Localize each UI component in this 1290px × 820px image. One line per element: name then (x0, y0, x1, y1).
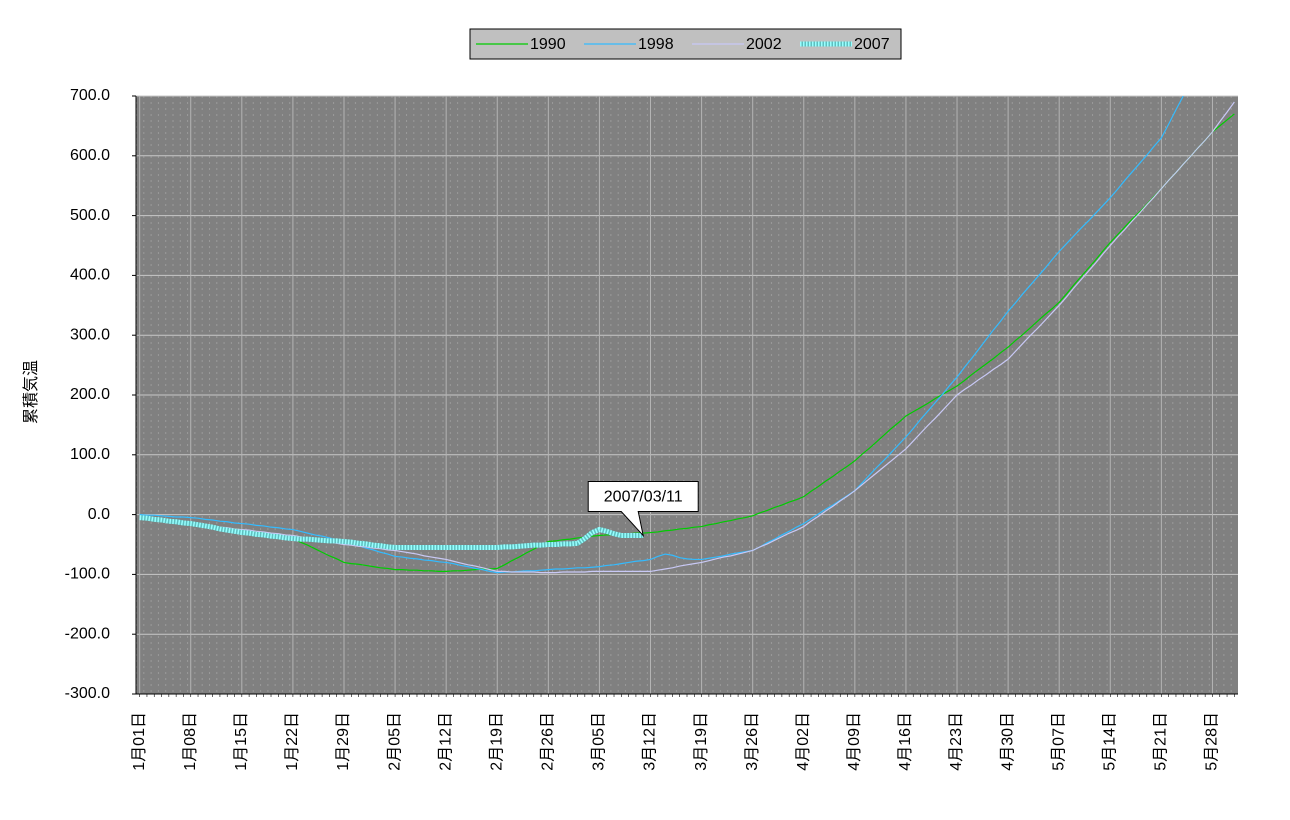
y-tick-label: 400.0 (70, 267, 110, 284)
x-tick-label: 1月22日 (284, 712, 301, 771)
x-tick-label: 4月16日 (897, 712, 914, 771)
axes: -300.0 -200.0 -100.0 0.0 100.0 200.0 300.0 400.… (65, 87, 1238, 771)
x-tick-label: 2月05日 (386, 712, 403, 771)
series-lines (139, 96, 1235, 574)
legend: 1990 1998 2002 2007 (469, 28, 902, 60)
x-tick-label: 2月26日 (540, 712, 557, 771)
legend-label: 1990 (530, 36, 566, 53)
y-tick-label: 600.0 (70, 147, 110, 164)
x-tick-label: 3月19日 (693, 712, 710, 771)
x-tick-label: 3月05日 (591, 712, 608, 771)
x-tick-label: 1月08日 (182, 712, 199, 771)
x-tick-label: 3月26日 (744, 712, 761, 771)
y-tick-label: 300.0 (70, 326, 110, 343)
x-tick-label: 4月02日 (795, 712, 812, 771)
y-tick-label: -300.0 (65, 685, 110, 702)
x-tick-label: 5月14日 (1102, 712, 1119, 771)
y-axis-title: 累積気温 (22, 360, 40, 424)
legend-label: 1998 (638, 36, 674, 53)
annotation-callout (587, 481, 699, 538)
legend-label: 2007 (854, 36, 890, 53)
x-tick-label: 5月28日 (1204, 712, 1221, 771)
x-tick-label: 5月21日 (1153, 712, 1170, 771)
grid (136, 95, 1238, 695)
y-tick-label: 700.0 (70, 87, 110, 104)
x-tick-label: 4月30日 (999, 712, 1016, 771)
annotation-text: 2007/03/11 (604, 489, 683, 506)
x-tick-label: 4月23日 (948, 712, 965, 771)
x-tick-label: 2月12日 (437, 712, 454, 771)
x-tick-label: 3月12日 (642, 712, 659, 771)
x-tick-label: 1月29日 (335, 712, 352, 771)
series-line (139, 515, 644, 550)
x-tick-label: 2月19日 (488, 712, 505, 771)
y-tick-label: 200.0 (70, 386, 110, 403)
x-tick-label: 1月15日 (233, 712, 250, 771)
legend-label: 2002 (746, 36, 782, 53)
y-tick-label: -200.0 (65, 625, 110, 642)
y-tick-label: 100.0 (70, 446, 110, 463)
y-tick-label: 500.0 (70, 207, 110, 224)
series-line (139, 96, 1184, 574)
x-tick-label: 5月07日 (1050, 712, 1067, 771)
y-tick-label: 0.0 (88, 506, 110, 523)
x-tick-label: 4月09日 (846, 712, 863, 771)
y-tick-label: -100.0 (65, 566, 110, 583)
series-line (139, 113, 1235, 573)
x-tick-label: 1月01日 (131, 712, 148, 771)
